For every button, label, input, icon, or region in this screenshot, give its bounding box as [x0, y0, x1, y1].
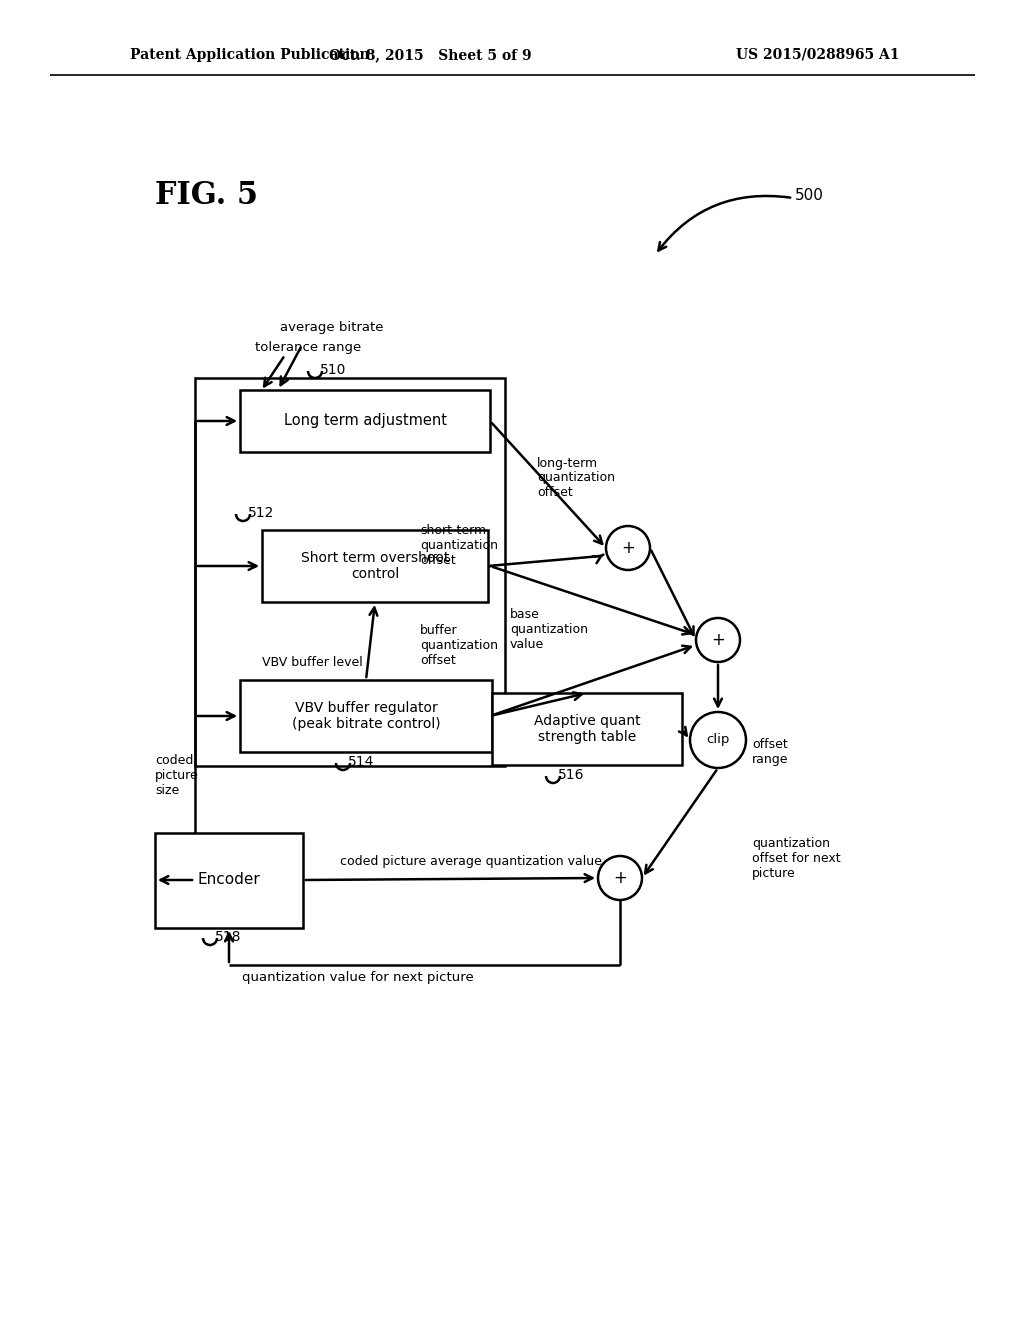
Circle shape [696, 618, 740, 663]
Text: 516: 516 [558, 768, 585, 781]
Text: +: + [613, 869, 627, 887]
Bar [195, 378, 505, 766]
Text: 500: 500 [795, 187, 824, 202]
Circle shape [598, 855, 642, 900]
Text: Oct. 8, 2015   Sheet 5 of 9: Oct. 8, 2015 Sheet 5 of 9 [329, 48, 531, 62]
Text: average bitrate: average bitrate [280, 322, 384, 334]
Text: 518: 518 [215, 931, 242, 944]
Bar [240, 680, 492, 752]
Text: Patent Application Publication: Patent Application Publication [130, 48, 370, 62]
Text: 510: 510 [319, 363, 346, 378]
Text: Encoder: Encoder [198, 873, 260, 887]
Text: quantization value for next picture: quantization value for next picture [242, 972, 474, 985]
Text: Adaptive quant
strength table: Adaptive quant strength table [534, 714, 640, 744]
Text: clip: clip [707, 734, 730, 747]
Bar [492, 693, 682, 766]
Text: tolerance range: tolerance range [255, 341, 361, 354]
Text: +: + [711, 631, 725, 649]
Text: short-term
quantization
offset: short-term quantization offset [420, 524, 498, 566]
Text: quantization
offset for next
picture: quantization offset for next picture [752, 837, 841, 879]
Text: buffer
quantization
offset: buffer quantization offset [420, 623, 498, 667]
Text: FIG. 5: FIG. 5 [155, 180, 258, 210]
Text: coded
picture
size: coded picture size [155, 754, 199, 796]
Bar [155, 833, 303, 928]
Text: US 2015/0288965 A1: US 2015/0288965 A1 [736, 48, 900, 62]
Text: Long term adjustment: Long term adjustment [284, 413, 446, 429]
Text: VBV buffer level: VBV buffer level [262, 656, 362, 668]
Bar [262, 531, 488, 602]
Text: coded picture average quantization value: coded picture average quantization value [340, 855, 602, 869]
Text: +: + [622, 539, 635, 557]
Text: long-term
quantization
offset: long-term quantization offset [537, 457, 615, 499]
Text: offset
range: offset range [752, 738, 788, 766]
Bar [240, 389, 490, 451]
Text: VBV buffer regulator
(peak bitrate control): VBV buffer regulator (peak bitrate contr… [292, 701, 440, 731]
Circle shape [690, 711, 746, 768]
Text: base
quantization
value: base quantization value [510, 609, 588, 652]
Circle shape [606, 525, 650, 570]
Text: Short term overshoot
control: Short term overshoot control [301, 550, 450, 581]
Text: 512: 512 [248, 506, 274, 520]
Text: 514: 514 [348, 755, 375, 770]
